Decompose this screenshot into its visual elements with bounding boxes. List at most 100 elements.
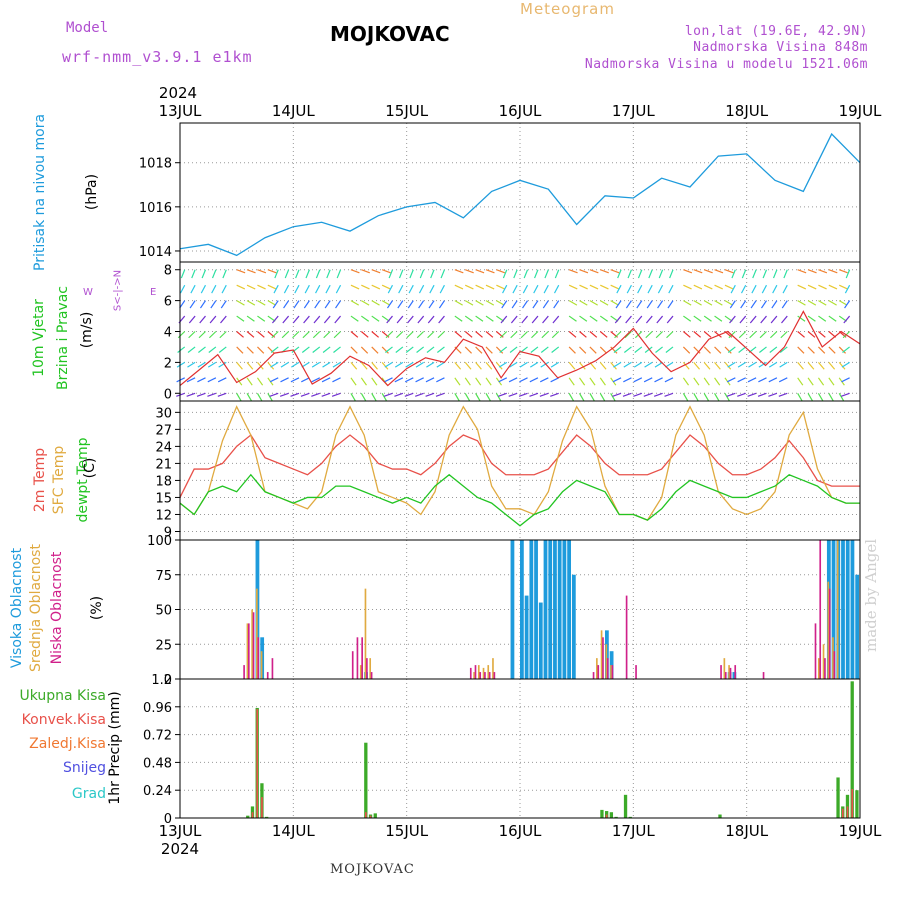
wind-arrow bbox=[321, 377, 331, 383]
precip-bar-total bbox=[845, 794, 850, 818]
wind-arrow bbox=[304, 284, 310, 294]
wind-arrow bbox=[544, 269, 549, 279]
wind-arrow bbox=[292, 331, 300, 339]
cloud-bar-high bbox=[543, 540, 548, 679]
wind-arrow bbox=[323, 331, 331, 339]
wind-arrow bbox=[731, 269, 736, 279]
wind-arrow bbox=[499, 331, 508, 339]
wind-arrow bbox=[714, 377, 721, 386]
wind-arrow bbox=[335, 284, 342, 294]
wind-arrow bbox=[782, 284, 788, 294]
wind-arrow bbox=[737, 361, 747, 368]
wind-arrow bbox=[395, 346, 404, 353]
wind-arrow bbox=[485, 300, 495, 306]
wind-arrow bbox=[568, 331, 577, 338]
wind-arrow bbox=[360, 331, 369, 338]
wind-arrow bbox=[541, 331, 549, 339]
wind-arrow bbox=[579, 362, 586, 370]
wind-arrow bbox=[475, 362, 482, 370]
wind-arrow bbox=[395, 331, 404, 339]
wind-arrow bbox=[772, 284, 778, 294]
wind-arrow bbox=[336, 269, 342, 279]
wind-arrow bbox=[179, 300, 186, 309]
wind-arrow bbox=[384, 377, 393, 383]
wind-arrow bbox=[729, 315, 736, 324]
precip-bar-total bbox=[364, 742, 368, 818]
cloud-bar-mid bbox=[817, 658, 820, 679]
wind-arrow bbox=[531, 331, 539, 339]
wind-arrow bbox=[828, 284, 838, 290]
y-tick-label: 0.72 bbox=[143, 729, 172, 744]
wind-arrow bbox=[693, 300, 702, 306]
wind-arrow bbox=[464, 315, 473, 322]
wind-arrow bbox=[386, 315, 393, 324]
wind-arrow bbox=[436, 361, 445, 368]
bottom-day-tick-label: 19JUL bbox=[839, 822, 882, 840]
wind-arrow bbox=[589, 269, 599, 274]
wind-arrow bbox=[797, 346, 805, 354]
wind-arrow bbox=[510, 331, 518, 339]
wind-arrow bbox=[665, 346, 674, 353]
cloud-bar-low bbox=[370, 672, 373, 679]
wind-arrow bbox=[303, 315, 310, 324]
precip-bar-total bbox=[623, 794, 628, 818]
precip-bar-total bbox=[265, 816, 269, 818]
wind-arrow bbox=[440, 269, 446, 279]
wind-arrow bbox=[267, 392, 273, 402]
cloud-bar-high bbox=[510, 540, 515, 679]
wind-arrow bbox=[350, 315, 359, 322]
wind-arrow bbox=[828, 392, 834, 402]
y-tick-label: 21 bbox=[155, 457, 172, 472]
wind-arrow bbox=[758, 361, 767, 368]
wind-arrow bbox=[781, 315, 788, 324]
wind-arrow bbox=[568, 346, 576, 354]
wind-arrow bbox=[703, 392, 710, 402]
wind-arrow bbox=[703, 377, 710, 386]
wind-arrow bbox=[176, 361, 186, 368]
wind-arrow bbox=[589, 284, 599, 290]
wind-arrow bbox=[683, 331, 691, 338]
wind-arrow bbox=[665, 361, 674, 368]
wind-arrow bbox=[759, 346, 767, 353]
wind-arrow bbox=[838, 346, 847, 354]
wind-arrow bbox=[191, 269, 196, 279]
wind-arrow bbox=[623, 361, 632, 368]
wind-arrow bbox=[703, 331, 712, 338]
wind-arrow bbox=[747, 377, 757, 383]
wind-arrow bbox=[384, 361, 393, 368]
wind-arrow bbox=[513, 269, 518, 279]
wind-arrow bbox=[291, 361, 300, 368]
cloud-bar-low bbox=[762, 672, 765, 679]
wind-arrow bbox=[294, 284, 300, 294]
cloud-bar-high bbox=[845, 540, 850, 679]
model-label: Model bbox=[66, 20, 109, 36]
wind-arrow bbox=[828, 315, 837, 322]
wind-arrow bbox=[589, 315, 598, 322]
wind-arrow bbox=[397, 300, 404, 309]
wind-arrow bbox=[208, 346, 217, 353]
wind-arrow bbox=[667, 300, 674, 309]
wind-arrow bbox=[332, 361, 341, 368]
temp-line-2m bbox=[179, 434, 860, 498]
wind-arrow bbox=[381, 346, 389, 354]
wind-arrow bbox=[724, 362, 732, 370]
wind-arrow bbox=[429, 284, 435, 294]
cloud-bar-high bbox=[571, 574, 576, 679]
wind-arrow bbox=[636, 300, 643, 309]
wind-arrow bbox=[683, 300, 692, 306]
wind-arrow bbox=[267, 300, 276, 306]
wind-arrow bbox=[371, 269, 381, 274]
wind-arrow bbox=[387, 284, 394, 294]
wind-arrow bbox=[385, 346, 393, 353]
wind-arrow bbox=[394, 377, 404, 383]
wind-arrow bbox=[301, 346, 310, 353]
wind-arrow bbox=[290, 392, 300, 397]
wind-arrow bbox=[350, 269, 360, 274]
wind-arrow bbox=[257, 284, 266, 290]
wind-arrow bbox=[682, 377, 690, 386]
wind-arrow bbox=[438, 300, 445, 309]
wind-arrow bbox=[284, 269, 290, 279]
wind-arrow bbox=[519, 377, 528, 383]
wind-arrow bbox=[600, 269, 609, 274]
wind-arrow bbox=[634, 346, 643, 353]
